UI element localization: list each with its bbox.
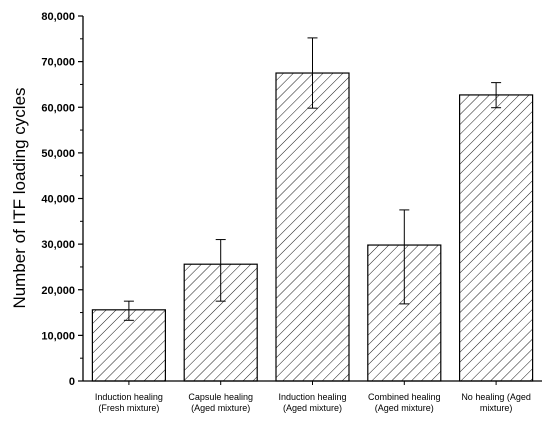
bars [91,72,534,382]
y-tick-label: 80,000 [41,11,75,23]
x-tick-label: Combined healing [368,392,441,402]
y-tick-label: 70,000 [41,57,75,69]
bar [459,94,534,382]
x-tick-label: (Aged mixture) [191,403,250,413]
x-tick-label: mixture) [480,403,513,413]
x-tick-label: No healing (Aged [461,392,531,402]
error-bars [123,37,502,321]
y-axis-label: Number of ITF loading cycles [10,87,29,308]
y-tick-label: 10,000 [41,330,75,342]
y-tick-label: 20,000 [41,285,75,297]
x-tick-label: Induction healing [278,392,346,402]
x-tick-label: Induction healing [95,392,163,402]
x-tick-label: (Fresh mixture) [98,403,159,413]
y-tick-label: 30,000 [41,239,75,251]
y-tick-label: 60,000 [41,102,75,114]
y-tick-label: 40,000 [41,194,75,206]
bar [275,72,350,382]
x-tick-label: (Aged mixture) [283,403,342,413]
tick-labels: 0 10,000 20,000 30,000 40,000 50,000 60,000 70,… [41,11,531,413]
y-tick-label: 0 [69,376,75,388]
bar [91,309,167,382]
x-tick-label: (Aged mixture) [375,403,434,413]
y-tick-label: 50,000 [41,148,75,160]
x-tick-label: Capsule healing [188,392,253,402]
